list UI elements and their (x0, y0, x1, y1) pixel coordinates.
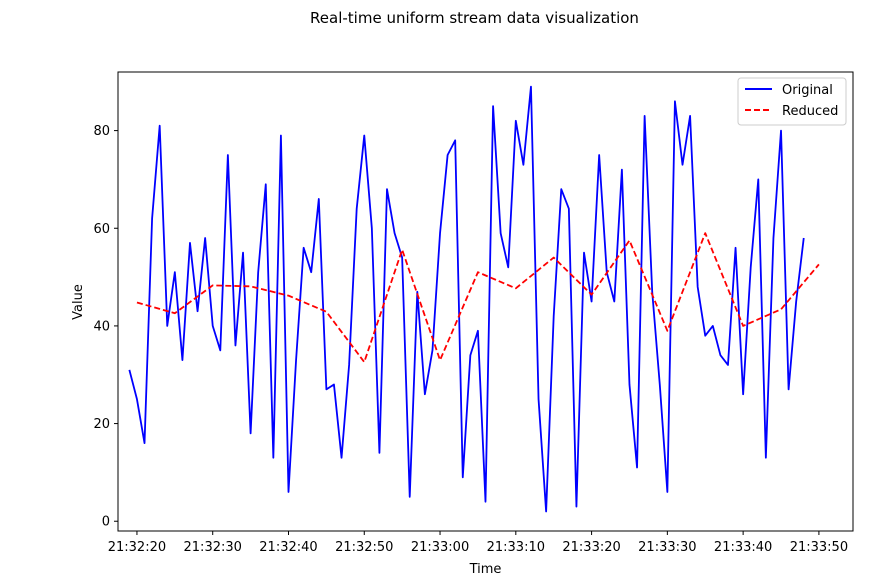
plot-area (118, 72, 853, 531)
chart-title: Real-time uniform stream data visualizat… (310, 9, 639, 27)
x-axis: 21:32:20 21:32:30 21:32:40 21:32:50 21:33:00… (108, 531, 848, 555)
x-tick-label: 21:33:00 (411, 540, 469, 555)
x-tick-label: 21:32:40 (259, 540, 317, 555)
series-line-original (128, 85, 805, 513)
x-tick-label: 21:32:30 (184, 540, 242, 555)
legend-label-original: Original (782, 83, 833, 98)
x-tick-label: 21:32:50 (335, 540, 393, 555)
x-tick-label: 21:33:10 (487, 540, 545, 555)
plot-frame (117, 71, 854, 532)
x-axis-label: Time (469, 562, 502, 577)
y-tick-label: 60 (93, 222, 110, 237)
legend: Original Reduced (737, 77, 847, 126)
y-axis-label: Value (71, 284, 86, 320)
y-tick-label: 80 (93, 124, 110, 139)
y-axis: 0 20 40 60 80 (93, 124, 118, 530)
legend-label-reduced: Reduced (782, 104, 838, 119)
x-tick-label: 21:33:20 (562, 540, 620, 555)
y-tick-label: 20 (93, 417, 110, 432)
x-tick-label: 21:33:40 (714, 540, 772, 555)
x-tick-label: 21:32:20 (108, 540, 166, 555)
x-tick-label: 21:33:50 (790, 540, 848, 555)
series-layer (128, 85, 820, 513)
x-tick-label: 21:33:30 (638, 540, 696, 555)
y-tick-label: 40 (93, 319, 110, 334)
y-tick-label: 0 (102, 515, 110, 530)
